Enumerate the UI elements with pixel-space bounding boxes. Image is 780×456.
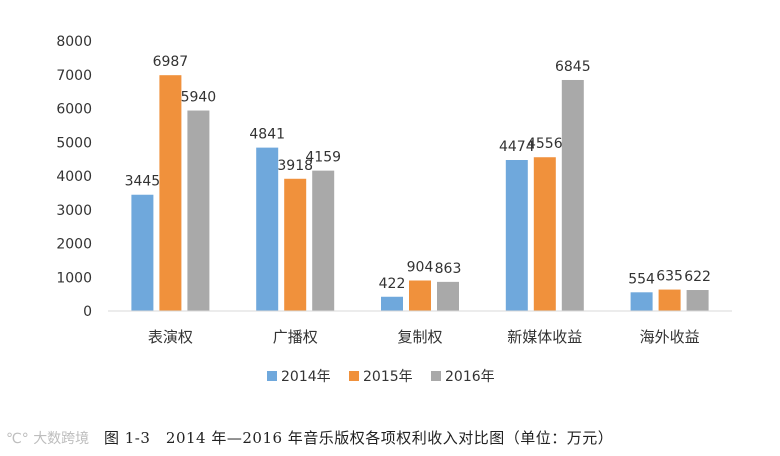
y-tick-label: 0 bbox=[83, 304, 92, 320]
figure-caption: ℃° 大数跨境 图 1-3 2014 年—2016 年音乐版权各项权利收入对比图… bbox=[0, 422, 780, 452]
data-label: 4474 bbox=[499, 139, 535, 155]
x-tick-label: 复制权 bbox=[397, 328, 442, 346]
data-label: 6987 bbox=[153, 54, 189, 70]
data-label: 5940 bbox=[181, 90, 217, 106]
bar bbox=[630, 292, 653, 311]
bar bbox=[409, 280, 431, 311]
legend-swatch bbox=[267, 371, 277, 381]
data-label: 904 bbox=[407, 259, 434, 275]
y-tick-label: 2000 bbox=[56, 237, 92, 253]
data-label: 635 bbox=[656, 269, 683, 285]
y-axis: 0 1000 2000 3000 4000 5000 6000 7000 8000 bbox=[56, 34, 92, 320]
y-tick-label: 3000 bbox=[56, 203, 92, 219]
data-label: 4159 bbox=[305, 150, 341, 166]
bar-series bbox=[131, 75, 709, 312]
x-tick-label: 海外收益 bbox=[640, 328, 700, 346]
x-axis: 表演权 广播权 复制权 新媒体收益 海外收益 bbox=[148, 328, 700, 346]
bar bbox=[284, 178, 307, 311]
data-label: 554 bbox=[628, 271, 655, 287]
bar bbox=[658, 289, 681, 311]
legend-label: 2014年 bbox=[281, 369, 331, 385]
bar bbox=[187, 110, 210, 312]
data-label: 3445 bbox=[125, 174, 161, 190]
y-tick-label: 7000 bbox=[56, 68, 92, 84]
bar bbox=[686, 290, 709, 311]
data-label: 6845 bbox=[555, 59, 591, 75]
y-tick-label: 1000 bbox=[56, 270, 92, 286]
y-tick-label: 6000 bbox=[56, 102, 92, 118]
bar bbox=[159, 75, 182, 311]
data-label: 4841 bbox=[249, 127, 285, 143]
y-tick-label: 8000 bbox=[56, 34, 92, 50]
bar bbox=[131, 194, 154, 311]
data-label: 422 bbox=[379, 276, 406, 292]
data-label: 622 bbox=[684, 269, 711, 285]
bar bbox=[437, 281, 459, 311]
data-label: 4556 bbox=[527, 136, 563, 152]
x-tick-label: 新媒体收益 bbox=[507, 328, 582, 346]
legend-label: 2016年 bbox=[445, 369, 495, 385]
watermark-logo-icon: ℃° bbox=[6, 431, 29, 447]
watermark: ℃° 大数跨境 bbox=[6, 428, 89, 448]
bar-chart: 0 1000 2000 3000 4000 5000 6000 7000 8000 表演权 广播权… bbox=[56, 34, 732, 385]
bar bbox=[505, 160, 528, 311]
bar bbox=[533, 157, 556, 311]
y-tick-label: 4000 bbox=[56, 169, 92, 185]
data-label: 3918 bbox=[277, 158, 313, 174]
legend-swatch bbox=[349, 371, 359, 381]
legend-swatch bbox=[431, 371, 441, 381]
watermark-text: 大数跨境 bbox=[33, 431, 90, 447]
caption-text: 图 1-3 2014 年—2016 年音乐版权各项权利收入对比图（单位：万元） bbox=[104, 429, 614, 447]
data-label: 863 bbox=[435, 261, 462, 277]
legend: 2014年 2015年 2016年 bbox=[267, 369, 495, 385]
bar bbox=[312, 170, 335, 311]
bar bbox=[256, 147, 279, 311]
bar bbox=[561, 79, 584, 311]
y-tick-label: 5000 bbox=[56, 135, 92, 151]
legend-label: 2015年 bbox=[363, 369, 413, 385]
bar bbox=[381, 296, 403, 311]
x-tick-label: 广播权 bbox=[273, 328, 318, 346]
x-tick-label: 表演权 bbox=[148, 328, 193, 346]
